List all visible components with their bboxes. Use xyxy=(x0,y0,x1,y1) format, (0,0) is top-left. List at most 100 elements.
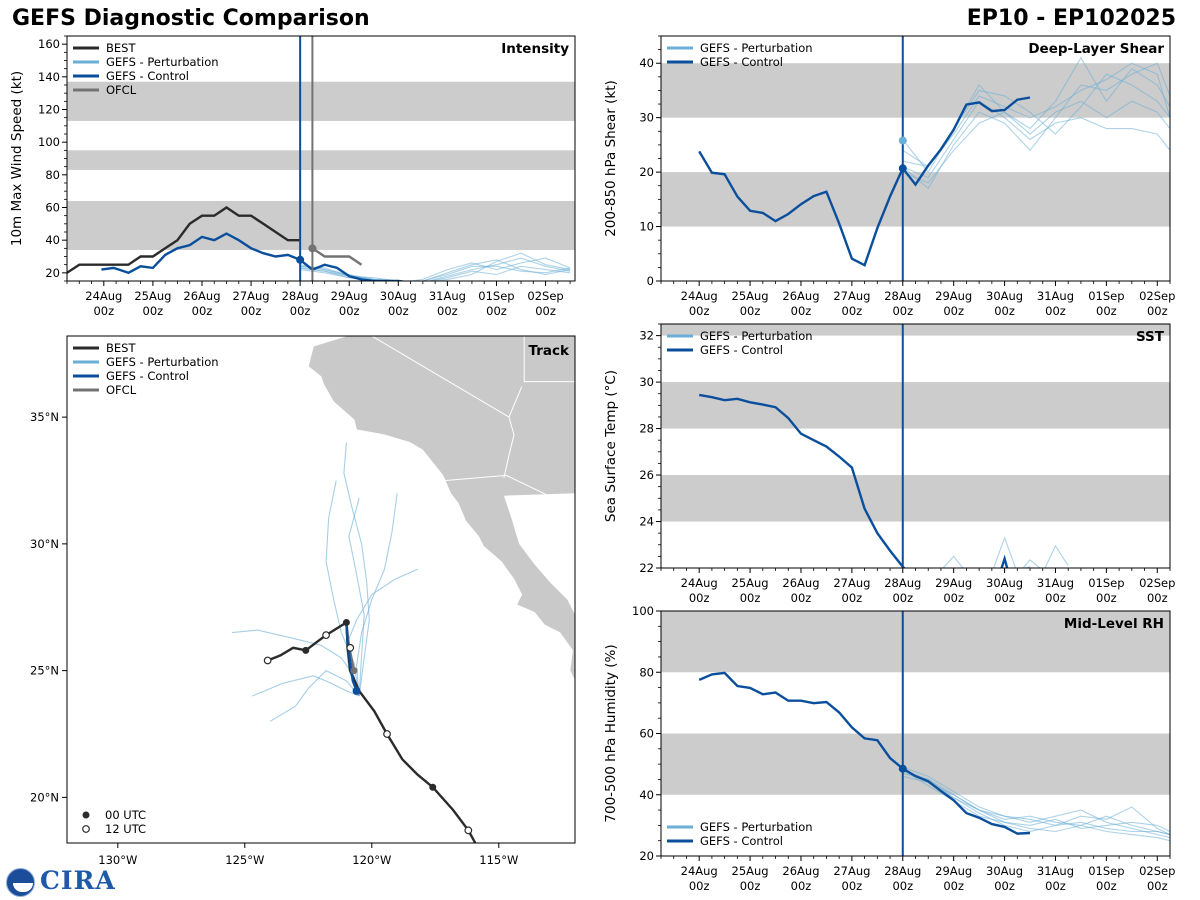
track-control-marker xyxy=(352,686,361,695)
rh-xtick-label-bottom-2: 00z xyxy=(791,879,812,893)
sst-xtick-label-top-0: 24Aug xyxy=(681,576,718,590)
shear-xtick-label-bottom-1: 00z xyxy=(740,304,761,318)
rh-ytick-label-3: 80 xyxy=(639,665,654,679)
shear-title: Deep-Layer Shear xyxy=(1028,41,1164,57)
utc00-legend-marker xyxy=(82,811,90,819)
shear-perturbation-line-5 xyxy=(902,62,1170,190)
shear-xtick-label-top-5: 29Aug xyxy=(935,289,972,303)
intensity-ytick-label-3: 80 xyxy=(45,168,60,182)
rh-xtick-label-top-9: 02Sep xyxy=(1139,864,1175,878)
track-legend-label-2: GEFS - Control xyxy=(106,369,189,383)
rh-plot-area xyxy=(661,611,1170,842)
intensity-xtick-label-bottom-4: 00z xyxy=(290,304,311,318)
rh-xtick-label-bottom-5: 00z xyxy=(943,879,964,893)
track-ytick-label-3: 35°N xyxy=(30,410,59,424)
track-00utc-point-0 xyxy=(429,783,437,791)
intensity-perturbation-line-3 xyxy=(300,265,571,281)
rh-xtick-label-top-4: 28Aug xyxy=(884,864,921,878)
track-perturbation-line-0 xyxy=(343,442,370,697)
intensity-xtick-label-top-7: 31Aug xyxy=(429,289,466,303)
sst-xtick-label-top-7: 31Aug xyxy=(1037,576,1074,590)
rh-xtick-label-top-6: 30Aug xyxy=(986,864,1023,878)
track-12utc-point-1 xyxy=(383,730,391,738)
shear-plot-area xyxy=(661,56,1170,267)
intensity-xtick-label-top-4: 28Aug xyxy=(282,289,319,303)
rh-ytick-label-4: 100 xyxy=(632,604,654,618)
sst-xtick-label-bottom-4: 00z xyxy=(892,591,913,605)
page-title: GEFS Diagnostic Comparison xyxy=(12,6,370,31)
sst-ytick-label-1: 24 xyxy=(639,515,654,529)
shear-xtick-label-top-1: 25Aug xyxy=(732,289,769,303)
noaa-logo-icon xyxy=(6,868,35,897)
rh-xtick-label-bottom-6: 00z xyxy=(994,879,1015,893)
rh-xtick-label-bottom-9: 00z xyxy=(1147,879,1168,893)
sst-xtick-label-top-3: 27Aug xyxy=(833,576,870,590)
track-perturbation-line-1 xyxy=(232,629,360,697)
intensity-panel: 2040608010012014016024Aug00z25Aug00z26Au… xyxy=(9,35,576,318)
map-border-1 xyxy=(371,336,510,418)
rh-ytick-label-0: 20 xyxy=(639,849,654,863)
track-ytick-label-1: 25°N xyxy=(30,664,59,678)
sst-xtick-label-top-8: 01Sep xyxy=(1088,576,1124,590)
shear-legend-label-0: GEFS - Perturbation xyxy=(700,41,813,55)
sst-ytick-label-3: 28 xyxy=(639,422,654,436)
intensity-xtick-label-bottom-1: 00z xyxy=(143,304,164,318)
shear-xtick-label-bottom-0: 00z xyxy=(689,304,710,318)
sst-control-line xyxy=(698,393,1009,568)
sst-band-2 xyxy=(661,324,1170,336)
track-legend-label-3: OFCL xyxy=(106,383,137,397)
intensity-legend-label-0: BEST xyxy=(106,41,136,55)
rh-ylabel: 700-500 hPa Humidity (%) xyxy=(603,644,619,822)
intensity-band-2 xyxy=(67,81,575,121)
shear-ytick-label-4: 40 xyxy=(639,56,654,70)
rh-xtick-label-bottom-3: 00z xyxy=(842,879,863,893)
shear-marker-1 xyxy=(898,136,907,145)
shear-perturbation-line-1 xyxy=(902,100,1170,179)
shear-xtick-label-bottom-9: 00z xyxy=(1147,304,1168,318)
sst-xtick-label-bottom-2: 00z xyxy=(791,591,812,605)
intensity-marker-1 xyxy=(308,244,317,253)
map-border-2 xyxy=(503,386,523,479)
rh-xtick-label-top-5: 29Aug xyxy=(935,864,972,878)
land-mass xyxy=(307,336,575,707)
intensity-xtick-label-bottom-5: 00z xyxy=(339,304,360,318)
shear-xtick-label-bottom-8: 00z xyxy=(1096,304,1117,318)
sst-xtick-label-bottom-3: 00z xyxy=(842,591,863,605)
track-12utc-point-2 xyxy=(346,643,355,652)
shear-xtick-label-top-8: 01Sep xyxy=(1088,289,1124,303)
utc12-legend-label: 12 UTC xyxy=(105,822,146,836)
sst-xtick-label-bottom-1: 00z xyxy=(740,591,761,605)
rh-xtick-label-top-1: 25Aug xyxy=(732,864,769,878)
rh-title: Mid-Level RH xyxy=(1064,616,1164,632)
rh-xtick-label-bottom-0: 00z xyxy=(689,879,710,893)
shear-xtick-label-bottom-3: 00z xyxy=(842,304,863,318)
rh-ytick-label-2: 60 xyxy=(639,727,654,741)
shear-xtick-label-top-2: 26Aug xyxy=(782,289,819,303)
sst-title: SST xyxy=(1136,329,1165,345)
rh-panel: 2040608010024Aug00z25Aug00z26Aug00z27Aug… xyxy=(603,604,1175,893)
sst-ytick-label-0: 22 xyxy=(639,561,654,575)
utc12-legend-marker xyxy=(82,825,90,833)
rh-xtick-label-top-8: 01Sep xyxy=(1088,864,1124,878)
rh-ytick-label-1: 40 xyxy=(639,788,654,802)
rh-legend-label-1: GEFS - Control xyxy=(700,834,783,848)
sst-xtick-label-top-6: 30Aug xyxy=(986,576,1023,590)
rh-xtick-label-top-0: 24Aug xyxy=(681,864,718,878)
sst-perturbation-line-3 xyxy=(1044,544,1069,568)
rh-xtick-label-bottom-8: 00z xyxy=(1096,879,1117,893)
shear-legend-label-1: GEFS - Control xyxy=(700,55,783,69)
sst-ytick-label-4: 30 xyxy=(639,375,654,389)
track-panel: 130°W 125°W 120°W 115°W 20°N 25°N 30°N 35°N Trac… xyxy=(30,335,576,867)
utc00-legend-label: 00 UTC xyxy=(105,808,146,822)
intensity-control-line xyxy=(101,232,408,281)
rh-xtick-label-top-2: 26Aug xyxy=(782,864,819,878)
intensity-band-0 xyxy=(67,200,575,250)
cira-logo-text: CIRA xyxy=(40,866,116,895)
intensity-xtick-label-top-2: 26Aug xyxy=(183,289,220,303)
intensity-xtick-label-bottom-9: 00z xyxy=(535,304,556,318)
gulf-water xyxy=(503,493,575,615)
intensity-ytick-label-2: 60 xyxy=(45,201,60,215)
track-perturbation-line-5 xyxy=(325,480,360,697)
intensity-legend-label-3: OFCL xyxy=(106,83,137,97)
intensity-xtick-label-top-3: 27Aug xyxy=(233,289,270,303)
